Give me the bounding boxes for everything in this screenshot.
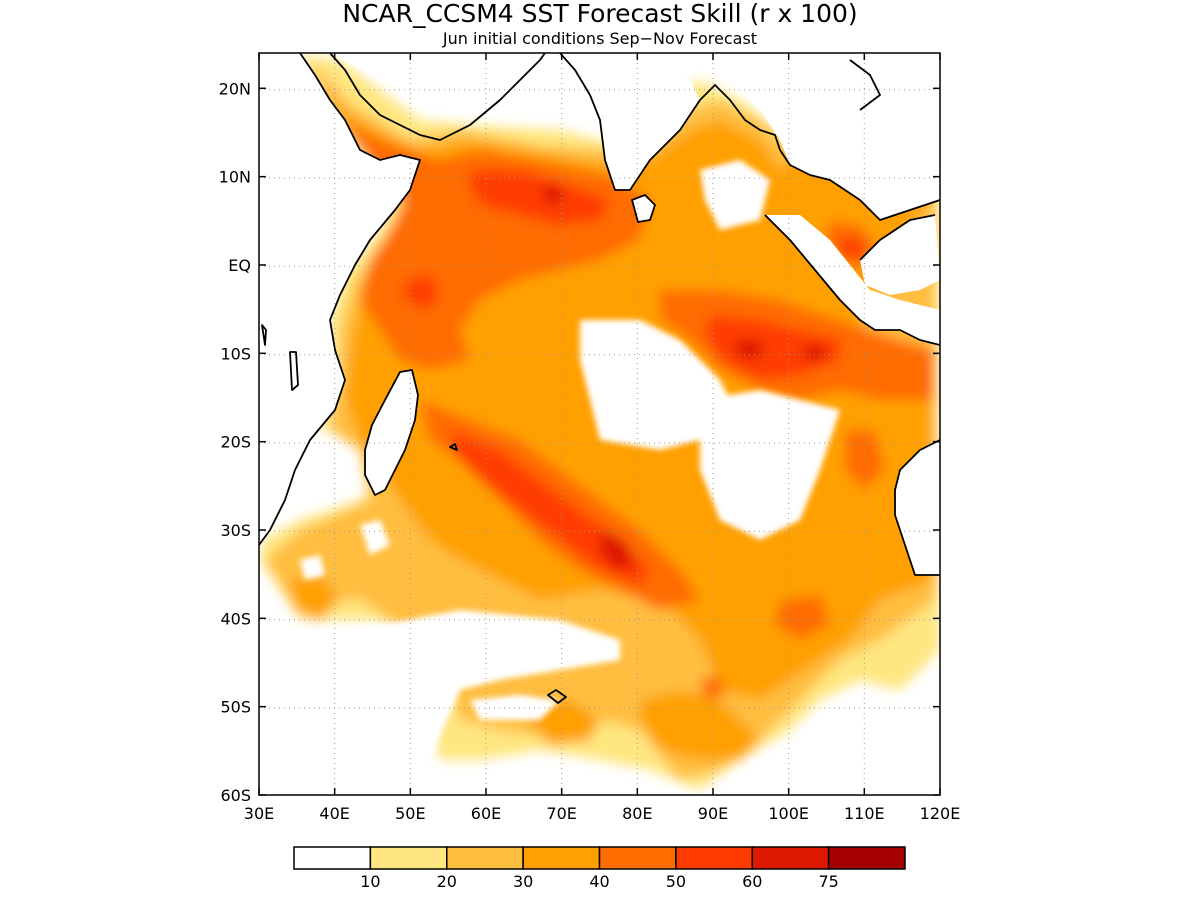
y-axis: 20N 10N EQ 10S 20S 30S 40S 50S 60S [219, 79, 940, 805]
colorbar-label: 60 [742, 872, 762, 891]
x-tick-label: 70E [546, 804, 576, 823]
colorbar-swatch [446, 846, 524, 870]
colorbar-swatch [827, 846, 906, 870]
colorbar-swatch [675, 846, 753, 870]
graticule [259, 53, 940, 795]
y-tick-label: 20S [220, 433, 251, 452]
coastlines [259, 53, 940, 704]
x-tick-label: 30E [244, 804, 274, 823]
colorbar-swatch [369, 846, 448, 870]
x-tick-label: 40E [319, 804, 349, 823]
y-tick-label: 50S [220, 698, 251, 717]
colorbar-label: 50 [666, 872, 686, 891]
y-tick-label: EQ [228, 256, 251, 275]
map-plot-area [259, 53, 940, 795]
plot-frame [258, 52, 941, 796]
x-tick-label: 50E [395, 804, 425, 823]
colorbar-label: 30 [513, 872, 533, 891]
colorbar: 10 20 30 40 50 60 75 [293, 846, 906, 891]
y-tick-label: 60S [220, 786, 251, 805]
colorbar-label: 20 [437, 872, 457, 891]
y-tick-label: 10N [219, 168, 251, 187]
x-tick-label: 110E [844, 804, 885, 823]
chart-title: NCAR_CCSM4 SST Forecast Skill (r x 100) [342, 0, 857, 28]
low-skill-areas [260, 160, 940, 795]
y-tick-label: 30S [220, 521, 251, 540]
y-tick-label: 40S [220, 609, 251, 628]
x-tick-label: 90E [698, 804, 728, 823]
colorbar-swatch [293, 846, 372, 870]
colorbar-label: 75 [818, 872, 838, 891]
x-tick-label: 100E [768, 804, 809, 823]
y-tick-label: 20N [219, 79, 251, 98]
colorbar-label: 10 [360, 872, 380, 891]
colorbar-swatch [598, 846, 677, 870]
x-axis: 30E 40E 50E 60E 70E 80E 90E 100E 110E 120E [244, 53, 961, 823]
x-tick-label: 60E [471, 804, 501, 823]
colorbar-label: 40 [589, 872, 609, 891]
colorbar-swatch [751, 846, 830, 870]
x-tick-label: 80E [622, 804, 652, 823]
y-tick-label: 10S [220, 344, 251, 363]
chart-subtitle: Jun initial conditions Sep−Nov Forecast [442, 29, 757, 48]
x-tick-label: 120E [920, 804, 961, 823]
colorbar-swatch [522, 846, 601, 870]
